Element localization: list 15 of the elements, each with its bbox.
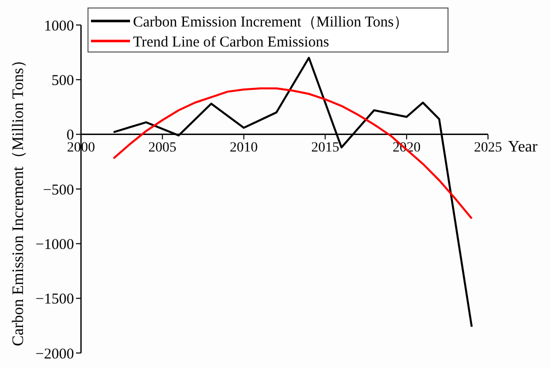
- y-axis-title: Carbon Emission Increment（Million Tons）: [10, 52, 27, 346]
- y-tick-label: −1000: [36, 236, 74, 253]
- legend-label: Trend Line of Carbon Emissions: [133, 34, 330, 50]
- x-axis-title: Year: [508, 138, 538, 156]
- legend-label: Carbon Emission Increment（Million Tons）: [133, 14, 409, 30]
- y-tick-label: −500: [43, 182, 74, 198]
- line-series: [112, 87, 473, 220]
- y-tick-label: −1500: [36, 292, 74, 308]
- y-tick-label: 1000: [44, 18, 74, 34]
- y-tick-label: −2000: [36, 346, 74, 362]
- x-tick-label: 2025: [474, 140, 502, 156]
- x-tick-label: 2005: [148, 140, 176, 156]
- x-tick-label: 2015: [311, 140, 340, 156]
- y-tick-label: 500: [52, 72, 74, 89]
- x-tick-label: 2010: [230, 140, 258, 156]
